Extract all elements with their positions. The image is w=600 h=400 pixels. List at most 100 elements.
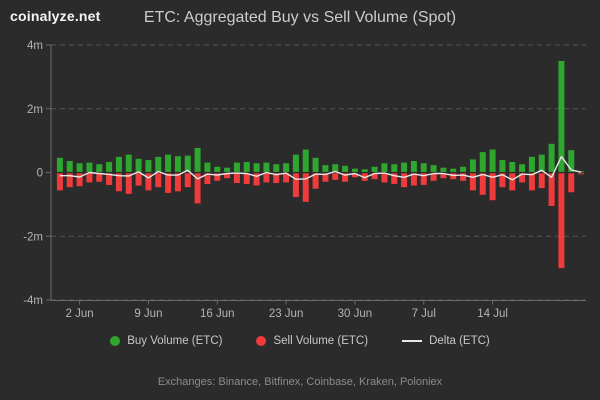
buy-bar <box>499 160 506 172</box>
buy-bar <box>460 166 467 172</box>
buy-bar <box>420 163 427 172</box>
buy-bar <box>548 143 555 172</box>
buy-bar <box>106 161 113 172</box>
x-axis-tick-label: 7 Jul <box>412 308 436 320</box>
sell-bar <box>460 173 467 181</box>
sell-bar <box>86 173 93 183</box>
buy-bar <box>155 156 162 172</box>
legend-buy-label: Buy Volume (ETC) <box>127 335 223 347</box>
sell-bar <box>115 173 122 192</box>
sell-bar <box>125 173 132 194</box>
sell-bar <box>145 173 152 191</box>
buy-bar <box>440 167 447 172</box>
sell-bar <box>283 173 290 183</box>
buy-bar <box>165 154 172 172</box>
sell-bar <box>184 173 191 188</box>
sell-bar <box>440 173 447 179</box>
buy-sell-volume-chart[interactable]: 4m 2m 0 -2m -4m 2 Jun 9 Jun 16 Jun 23 Jun 30 Jun 7… <box>0 0 600 330</box>
buy-bar <box>361 169 368 172</box>
legend-item-sell[interactable]: Sell Volume (ETC) <box>256 335 368 347</box>
buy-bar <box>322 165 329 172</box>
sell-bar <box>351 173 358 178</box>
x-axis-tick-label: 9 Jun <box>134 308 162 320</box>
buy-bar <box>371 166 378 172</box>
buy-volume-swatch-icon <box>110 336 121 346</box>
sell-bar <box>194 173 201 204</box>
sell-bar <box>322 173 329 182</box>
buy-bar <box>135 158 142 172</box>
buy-bar <box>292 154 299 172</box>
buy-bar <box>76 163 83 172</box>
buy-bar <box>66 161 73 172</box>
chart-title: ETC: Aggregated Buy vs Sell Volume (Spot… <box>143 9 457 26</box>
buy-bar <box>273 164 280 172</box>
buy-bar <box>312 157 319 172</box>
volume-bars <box>56 60 585 269</box>
sell-bar <box>312 173 319 189</box>
sell-bar <box>479 173 486 195</box>
buy-bar <box>224 167 231 172</box>
buy-bar <box>509 161 516 172</box>
sell-bar <box>204 173 211 184</box>
buy-bar <box>194 147 201 172</box>
buy-bar <box>450 168 457 172</box>
buy-bar <box>351 168 358 172</box>
sell-bar <box>528 173 535 191</box>
legend-item-delta[interactable]: Delta (ETC) <box>402 335 490 347</box>
legend-delta-label: Delta (ETC) <box>429 335 490 347</box>
sell-bar <box>302 173 309 202</box>
y-axis-tick-label: -4m <box>23 295 43 307</box>
buy-bar <box>538 154 545 172</box>
coinalyze-logo: coinalyze.net <box>10 8 101 24</box>
sell-bar <box>342 173 349 182</box>
sell-bar <box>420 173 427 185</box>
buy-bar <box>519 164 526 172</box>
y-axis-tick-label: 0 <box>37 168 43 180</box>
x-axis-tick-label: 23 Jun <box>269 308 304 320</box>
sell-bar <box>66 173 73 188</box>
y-axis-tick-label: 4m <box>27 40 43 52</box>
buy-bar <box>430 165 437 172</box>
gridlines <box>51 44 586 301</box>
axis-labels: 4m 2m 0 -2m -4m 2 Jun 9 Jun 16 Jun 23 Jun 30 Jun 7… <box>23 40 508 320</box>
buy-bar <box>302 149 309 172</box>
sell-bar <box>558 173 565 269</box>
exchanges-note: Exchanges: Binance, Bitfinex, Coinbase, … <box>157 376 443 388</box>
buy-bar <box>233 162 240 172</box>
buy-bar <box>401 162 408 172</box>
delta-line <box>59 155 582 181</box>
sell-bar <box>56 173 63 191</box>
sell-bar <box>106 173 113 185</box>
buy-bar <box>410 161 417 172</box>
buy-bar <box>253 163 260 172</box>
axes <box>46 44 586 305</box>
buy-bar <box>479 152 486 172</box>
buy-bar <box>381 163 388 172</box>
buy-bar <box>469 159 476 172</box>
sell-bar <box>381 173 388 183</box>
sell-bar <box>214 173 221 181</box>
sell-bar <box>548 173 555 206</box>
buy-bar <box>125 154 132 172</box>
sell-bar <box>273 173 280 184</box>
sell-bar <box>430 173 437 181</box>
sell-bar <box>410 173 417 186</box>
sell-bar <box>469 173 476 191</box>
buy-bar <box>86 162 93 172</box>
sell-bar <box>263 173 270 183</box>
sell-bar <box>332 173 339 180</box>
buy-bar <box>283 163 290 172</box>
buy-bar <box>263 162 270 172</box>
sell-bar <box>391 173 398 184</box>
x-axis-tick-label: 30 Jun <box>338 308 373 320</box>
y-axis-tick-label: 2m <box>27 104 43 116</box>
sell-bar <box>568 173 575 193</box>
buy-bar <box>342 165 349 172</box>
sell-bar <box>243 173 250 184</box>
legend-item-buy[interactable]: Buy Volume (ETC) <box>110 335 222 347</box>
sell-bar <box>155 173 162 188</box>
sell-bar <box>450 173 457 180</box>
sell-bar <box>538 173 545 189</box>
buy-bar <box>489 149 496 172</box>
